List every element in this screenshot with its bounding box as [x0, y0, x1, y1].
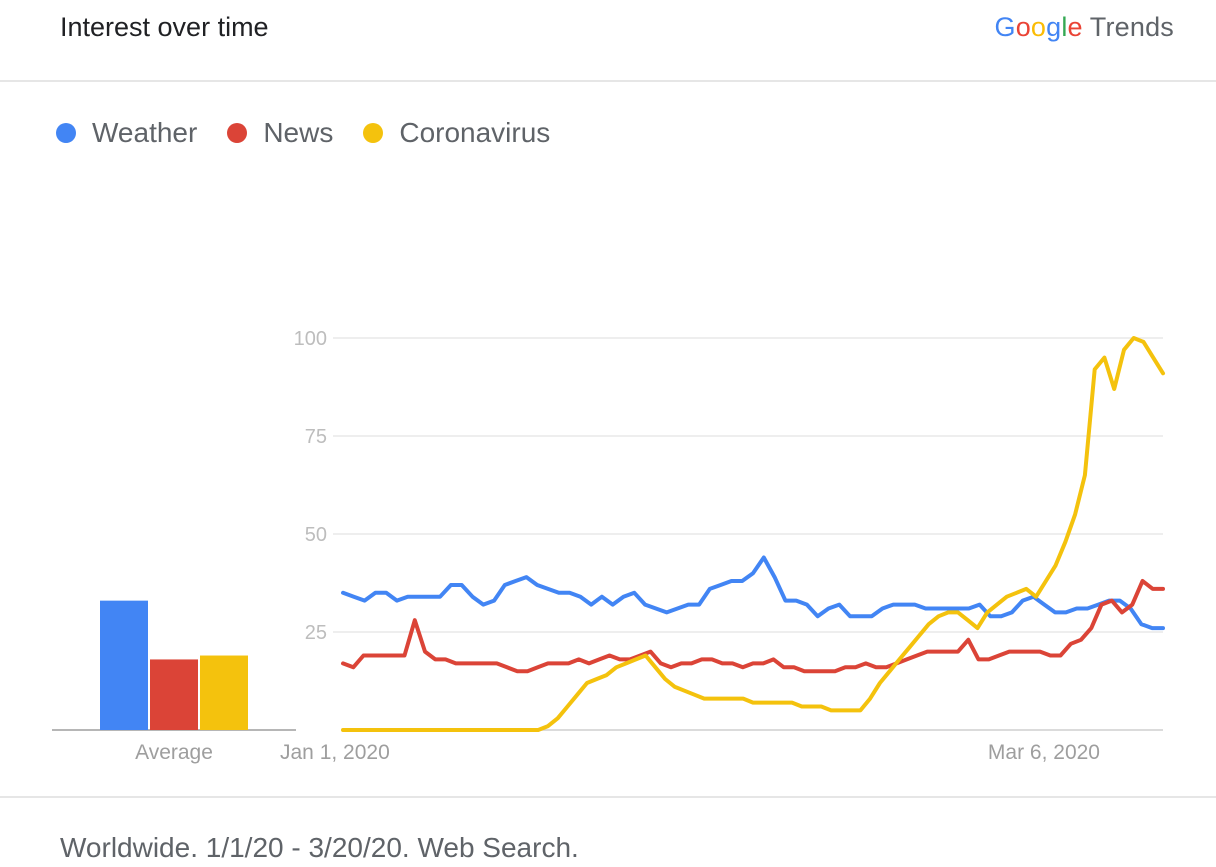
- legend-dot-icon: [363, 123, 384, 143]
- footer-caption: Worldwide. 1/1/20 - 3/20/20. Web Search.: [60, 832, 579, 863]
- legend-label: Coronavirus: [399, 117, 551, 148]
- legend-dot-icon: [56, 123, 76, 143]
- x-tick-label-end: Mar 6, 2020: [988, 741, 1100, 764]
- y-tick-label: 25: [305, 622, 327, 644]
- average-bar-coronavirus: [200, 655, 248, 730]
- chart-title: Interest over time: [60, 12, 269, 42]
- y-tick-label: 75: [305, 426, 327, 448]
- series-line-weather: [341, 555, 1165, 631]
- footer-divider: [0, 796, 1216, 798]
- legend-label: Weather: [92, 117, 198, 148]
- series-line-news: [341, 579, 1165, 674]
- series-line-coronavirus: [341, 336, 1165, 732]
- y-tick-label: 100: [294, 328, 327, 350]
- average-label: Average: [135, 741, 213, 764]
- average-bar-news: [150, 659, 198, 730]
- chart-header: Interest over time Google Trends: [0, 0, 1216, 82]
- legend-item-news[interactable]: News: [227, 117, 333, 149]
- legend-item-coronavirus[interactable]: Coronavirus: [363, 117, 550, 149]
- google-trends-logo[interactable]: Google Trends: [994, 12, 1174, 42]
- legend: Weather News Coronavirus: [56, 113, 580, 153]
- average-bar-weather: [100, 600, 148, 730]
- legend-dot-icon: [227, 123, 248, 143]
- y-tick-label: 50: [305, 524, 327, 546]
- x-tick-label-start: Jan 1, 2020: [280, 741, 390, 764]
- legend-label: News: [263, 117, 334, 148]
- legend-item-weather[interactable]: Weather: [56, 117, 197, 149]
